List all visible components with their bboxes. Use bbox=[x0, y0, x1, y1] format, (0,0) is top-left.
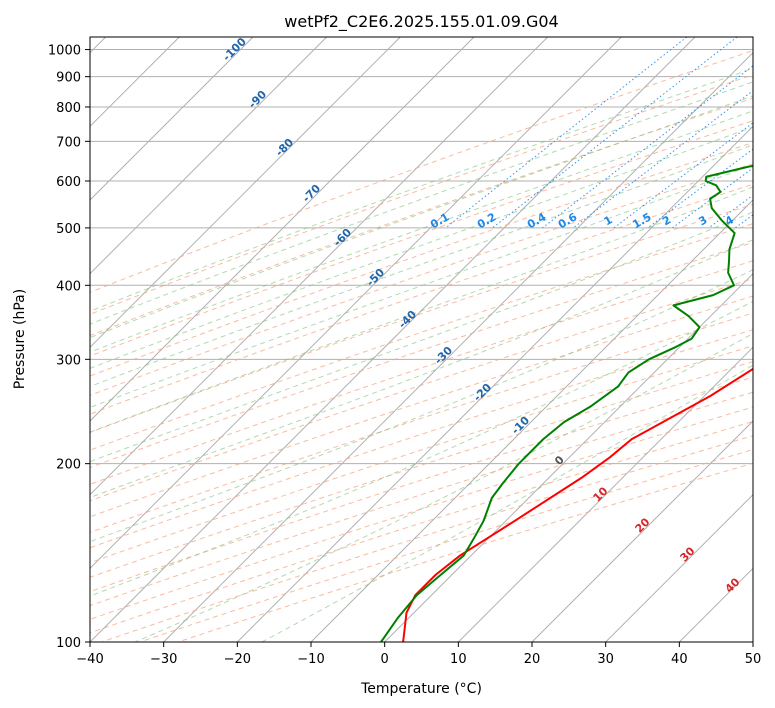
y-tick-label: 1000 bbox=[48, 44, 81, 59]
y-tick-label: 200 bbox=[56, 458, 81, 473]
moist-adiabat-line bbox=[261, 364, 753, 642]
plot-background bbox=[90, 37, 753, 642]
y-tick-label: 300 bbox=[56, 353, 81, 368]
isotherm-line bbox=[90, 37, 254, 201]
x-axis-title: Temperature (°C) bbox=[360, 681, 482, 697]
temperature-profile-line bbox=[402, 367, 753, 642]
chart-title: wetPf2_C2E6.2025.155.01.09.G04 bbox=[284, 12, 558, 32]
moist-adiabat-line bbox=[90, 300, 753, 597]
axes: −40 −30 −20 −10 0 10 20 30 40 50 100 200 300 400 500 60… bbox=[48, 44, 761, 667]
moist-adiabat-line bbox=[90, 67, 753, 312]
dry-adiabat-line bbox=[90, 295, 753, 518]
dry-adiabat-line bbox=[90, 163, 753, 396]
y-axis-title: Pressure (hPa) bbox=[12, 289, 28, 389]
dry-adiabat-line bbox=[90, 50, 753, 293]
moist-adiabat-line bbox=[90, 269, 753, 543]
dry-adiabat-line bbox=[90, 203, 753, 433]
dry-adiabat-line bbox=[90, 183, 753, 415]
mixing-ratio-line bbox=[572, 90, 753, 229]
dry-adiabat-line bbox=[90, 391, 753, 607]
y-tick-label: 100 bbox=[56, 636, 81, 651]
isotherm-line bbox=[90, 37, 696, 642]
x-tick-label: 30 bbox=[597, 652, 614, 667]
isotherm-line bbox=[163, 51, 753, 642]
isotherm-line bbox=[90, 37, 622, 570]
x-tick-label: 10 bbox=[450, 652, 467, 667]
x-tick-label: −40 bbox=[76, 652, 103, 667]
isotherm-line bbox=[531, 420, 753, 642]
x-tick-label: 0 bbox=[381, 652, 389, 667]
isotherm-line bbox=[90, 37, 401, 349]
dry-adiabat-line bbox=[90, 329, 753, 549]
dry-adiabat-line bbox=[90, 97, 753, 337]
x-tick-label: 40 bbox=[671, 652, 688, 667]
dry-adiabat-line bbox=[90, 376, 753, 593]
dry-adiabat-line bbox=[90, 260, 753, 485]
x-tick-label: 20 bbox=[524, 652, 541, 667]
isotherm-line bbox=[457, 346, 753, 642]
moist-adiabat-line bbox=[90, 110, 753, 353]
dry-adiabat-line bbox=[90, 142, 753, 377]
y-tick-label: 800 bbox=[56, 101, 81, 116]
dry-adiabat-line bbox=[90, 241, 753, 469]
y-tick-label: 700 bbox=[56, 135, 81, 150]
x-tick-label: 50 bbox=[745, 652, 762, 667]
isotherm-line bbox=[90, 37, 549, 496]
y-tick-label: 900 bbox=[56, 71, 81, 86]
mixing-ratio-line bbox=[672, 167, 753, 229]
y-tick-label: 400 bbox=[56, 279, 81, 294]
mixing-ratio-line bbox=[492, 37, 738, 229]
moist-adiabat-line bbox=[90, 144, 753, 388]
y-tick-label: 600 bbox=[56, 175, 81, 190]
isotherm-line bbox=[605, 493, 753, 642]
dry-adiabat-line bbox=[90, 345, 753, 564]
x-tick-label: −20 bbox=[224, 652, 251, 667]
isotherm-line bbox=[384, 272, 753, 642]
isotherm-line bbox=[236, 125, 753, 642]
x-tick-label: −10 bbox=[297, 652, 324, 667]
mixing-ratio-line bbox=[542, 65, 753, 229]
isotherm-line bbox=[90, 37, 328, 275]
plot-area bbox=[90, 37, 753, 642]
plot-frame bbox=[89, 36, 754, 643]
moist-adiabat-line bbox=[90, 186, 753, 433]
y-tick-label: 500 bbox=[56, 222, 81, 237]
dewpoint-profile-line bbox=[380, 165, 753, 642]
dry-adiabat-line bbox=[90, 74, 753, 315]
x-tick-label: −30 bbox=[150, 652, 177, 667]
isotherm-line bbox=[90, 37, 475, 422]
moist-adiabat-line bbox=[90, 211, 753, 463]
